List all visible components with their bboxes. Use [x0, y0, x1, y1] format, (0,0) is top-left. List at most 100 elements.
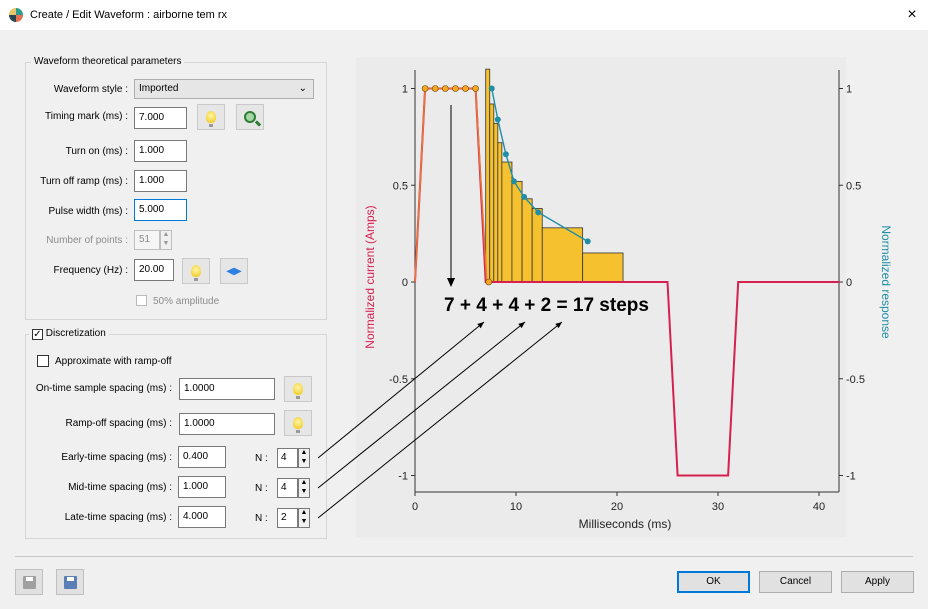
mid-spacing-field[interactable]: 1.000 [178, 476, 226, 498]
mid-spacing-label: Mid-time spacing (ms) : [68, 482, 172, 493]
late-n-stepper[interactable]: ▲ ▼ [298, 508, 310, 528]
response-bar [541, 227, 584, 283]
response-marker [488, 85, 495, 92]
early-spacing-field[interactable]: 0.400 [178, 446, 226, 468]
disk-icon [23, 576, 36, 589]
response-marker [535, 209, 542, 216]
x-tick-label: 10 [510, 501, 522, 513]
annotation-down-arrowhead [447, 278, 455, 287]
zoom-button[interactable] [236, 104, 264, 130]
save-as-button[interactable] [56, 569, 84, 595]
approx-ramp-off-checkbox[interactable] [37, 355, 49, 367]
on-time-sample-marker [452, 85, 459, 92]
plot-background [356, 57, 846, 537]
timing-mark-label: Timing mark (ms) : [45, 111, 128, 122]
mid-n-label: N : [255, 483, 268, 494]
response-marker [494, 116, 501, 123]
discretization-group [25, 334, 327, 539]
response-bar [531, 208, 543, 283]
timing-mark-field[interactable]: 7.000 [134, 107, 187, 129]
zoom-icon [244, 111, 256, 123]
pulse-width-label: Pulse width (ms) : [48, 206, 128, 217]
disabled-save-button[interactable] [15, 569, 43, 595]
close-icon[interactable]: × [907, 6, 917, 23]
waveform-style-select[interactable]: Imported ⌄ [134, 79, 314, 99]
on-time-sample-marker [421, 85, 429, 92]
app-icon [9, 8, 23, 22]
up-icon: ▲ [300, 449, 308, 456]
discretization-checkbox[interactable]: ✓ [32, 329, 43, 340]
turn-off-ramp-field[interactable]: 1.000 [134, 170, 187, 192]
cancel-button[interactable]: Cancel [759, 571, 832, 593]
apply-button[interactable]: Apply [841, 571, 914, 593]
lightbulb-icon [293, 417, 303, 433]
mid-n-stepper[interactable]: ▲ ▼ [298, 478, 310, 498]
y-tick-label-left: -1 [398, 471, 408, 483]
response-bar [511, 180, 523, 283]
num-points-stepper[interactable]: ▲ ▼ [160, 230, 172, 250]
late-n-label: N : [255, 513, 268, 524]
y-tick-label-right: 0.5 [846, 180, 861, 192]
x-axis-label: Milliseconds (ms) [579, 517, 672, 531]
on-time-spacing-field[interactable]: 1.0000 [179, 378, 275, 400]
title-bar: Create / Edit Waveform : airborne tem rx… [0, 0, 928, 30]
annotation-leader-line [317, 321, 485, 459]
timing-mark-hint-button[interactable] [197, 104, 225, 130]
waveform-style-label: Waveform style : [53, 84, 128, 95]
on-time-sample-marker [441, 85, 449, 92]
early-n-stepper[interactable]: ▲ ▼ [298, 448, 310, 468]
early-n-field[interactable]: 4 [277, 448, 298, 468]
half-amplitude-label: 50% amplitude [153, 296, 220, 307]
response-bar [493, 122, 499, 283]
ok-button[interactable]: OK [677, 571, 750, 593]
late-spacing-field[interactable]: 4.000 [178, 506, 226, 528]
turn-on-label: Turn on (ms) : [65, 146, 128, 157]
up-icon: ▲ [162, 231, 170, 238]
x-tick-label: 20 [611, 501, 623, 513]
turn-on-field[interactable]: 1.000 [134, 140, 187, 162]
frequency-field[interactable]: 20.00 [134, 259, 174, 281]
late-n-field[interactable]: 2 [277, 508, 298, 528]
pulse-width-field[interactable]: 5.000 [134, 199, 187, 221]
discretization-title: Discretization [45, 328, 106, 339]
on-time-sample-marker [462, 85, 469, 92]
response-bar [582, 252, 624, 283]
y-tick-label-left: 0.5 [393, 180, 408, 192]
up-icon: ▲ [300, 479, 308, 486]
down-icon: ▼ [162, 240, 170, 247]
y-axis-right-label: Normalized response [879, 225, 893, 339]
x-tick-label: 40 [813, 501, 825, 513]
response-marker [510, 178, 517, 185]
early-spacing-label: Early-time spacing (ms) : [61, 452, 172, 463]
frequency-hint-button[interactable] [182, 258, 210, 284]
approx-ramp-off-label: Approximate with ramp-off [55, 356, 172, 367]
on-time-sample-marker [472, 85, 479, 92]
half-amplitude-checkbox[interactable] [136, 295, 147, 306]
lightbulb-icon [293, 383, 303, 399]
on-time-hint-button[interactable] [284, 376, 312, 402]
annotation-leader-line [317, 321, 563, 519]
response-bar [501, 161, 513, 283]
window-title: Create / Edit Waveform : airborne tem rx [30, 9, 228, 21]
turn-off-ramp-label: Turn off ramp (ms) : [40, 176, 128, 187]
frequency-label: Frequency (Hz) : [53, 265, 128, 276]
theoretical-group-title: Waveform theoretical parameters [31, 56, 185, 67]
response-bar [497, 142, 503, 283]
frequency-swap-button[interactable]: ◀▶ [220, 258, 248, 284]
annotation-leader-arrowhead [518, 322, 525, 329]
y-axis-left-label: Normalized current (Amps) [363, 205, 377, 348]
waveform-style-value: Imported [139, 83, 179, 94]
mid-n-field[interactable]: 4 [277, 478, 298, 498]
y-tick-label-right: -0.5 [846, 374, 865, 386]
y-tick-label-right: -1 [846, 471, 856, 483]
response-marker [521, 193, 528, 200]
ramp-off-hint-button[interactable] [284, 410, 312, 436]
response-bar [489, 103, 495, 283]
ramp-off-spacing-field[interactable]: 1.0000 [179, 413, 275, 435]
num-points-field[interactable]: 51 [134, 230, 160, 250]
disk-edit-icon [64, 576, 77, 589]
y-tick-label-left: -0.5 [389, 374, 408, 386]
y-tick-label-left: 1 [402, 84, 408, 96]
response-marker [502, 151, 509, 158]
